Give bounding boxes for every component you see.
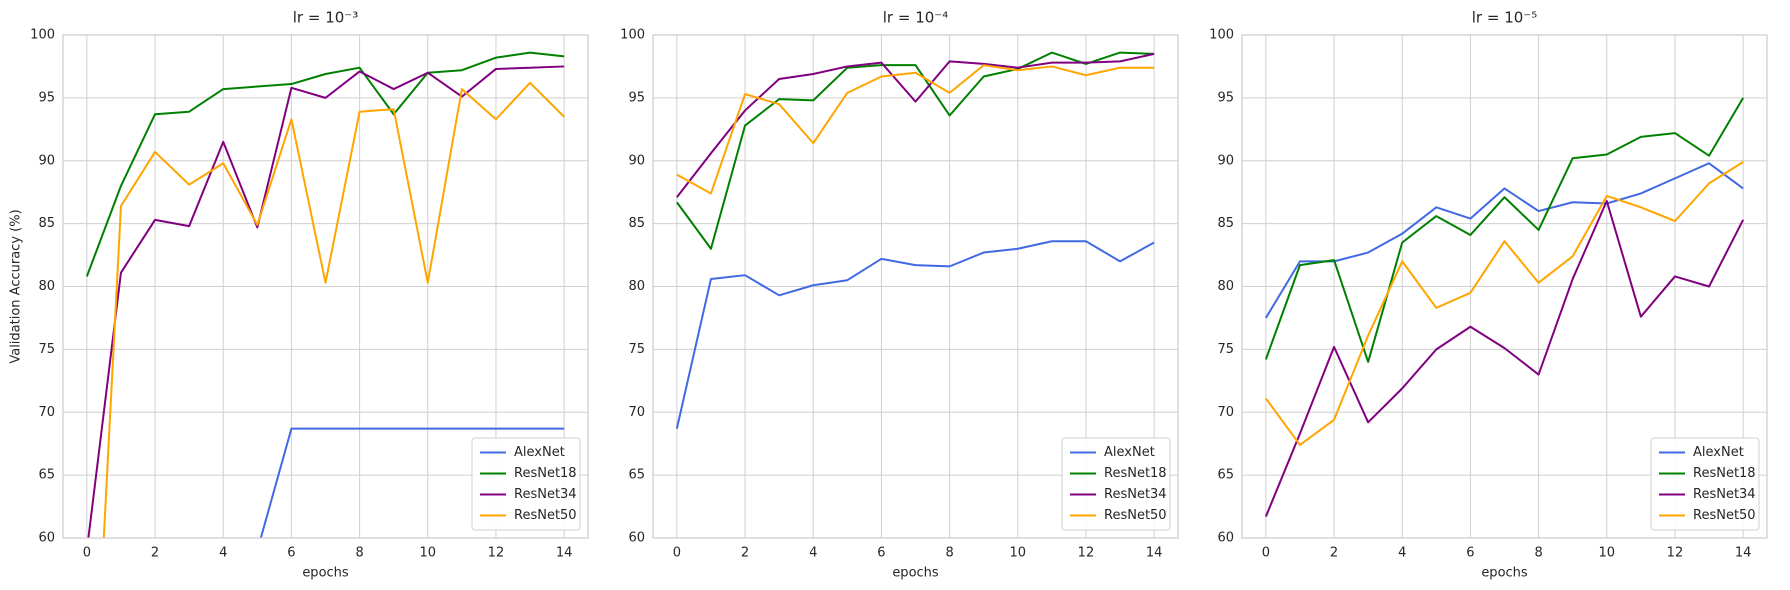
y-tick-label: 90	[628, 153, 645, 168]
y-tick-label: 85	[1217, 216, 1234, 231]
y-tick-label: 65	[1217, 468, 1234, 483]
y-tick-label: 75	[628, 342, 645, 357]
x-tick-label: 8	[355, 546, 363, 561]
y-tick-label: 80	[1217, 279, 1234, 294]
legend-label: ResNet18	[1693, 466, 1756, 481]
axes-frame	[652, 34, 1179, 539]
y-tick-label: 65	[628, 468, 645, 483]
line	[1264, 97, 1745, 363]
x-tick-label: 0	[83, 546, 91, 561]
x-tick-label: 0	[673, 546, 681, 561]
line	[1265, 162, 1744, 319]
x-tick-label: 10	[1009, 546, 1026, 561]
axes-frame	[62, 34, 589, 539]
x-axis-label: epochs	[892, 566, 939, 581]
legend-label: AlexNet	[1693, 445, 1744, 460]
legend-box	[1650, 437, 1760, 531]
legend-label: ResNet50	[514, 508, 577, 523]
legend: AlexNet ResNet18 ResNet34 ResNet50	[471, 437, 581, 531]
legend-label: ResNet50	[1693, 508, 1756, 523]
legend-label: ResNet34	[1104, 487, 1167, 502]
legend-label: ResNet18	[514, 466, 577, 481]
x-axis-label: epochs	[1481, 566, 1528, 581]
line	[87, 65, 565, 538]
axes-frame	[1241, 34, 1768, 539]
line	[675, 240, 1155, 429]
legend-label: ResNet50	[1104, 508, 1167, 523]
line	[676, 51, 1155, 250]
y-tick-label: 95	[38, 90, 55, 105]
plot-area	[675, 51, 1155, 429]
subplot-title: lr = 10⁻³	[293, 9, 358, 27]
y-tick-label: 70	[38, 405, 55, 420]
y-tick-label: 70	[628, 405, 645, 420]
plot-area	[85, 51, 565, 538]
y-tick-label: 60	[628, 531, 645, 546]
y-tick-label: 95	[1217, 90, 1234, 105]
x-tick-label: 8	[945, 546, 953, 561]
x-tick-label: 2	[151, 546, 159, 561]
legend-label: AlexNet	[1104, 445, 1155, 460]
x-tick-label: 2	[741, 546, 749, 561]
y-tick-label: 100	[620, 28, 645, 43]
y-axis-label: Validation Accuracy (%)	[9, 209, 24, 363]
y-tick-label: 90	[38, 153, 55, 168]
x-tick-label: 6	[1466, 546, 1474, 561]
y-tick-label: 85	[38, 216, 55, 231]
y-tick-label: 85	[628, 216, 645, 231]
x-tick-label: 8	[1534, 546, 1542, 561]
legend-label: AlexNet	[514, 445, 565, 460]
legend-label: ResNet18	[1104, 466, 1167, 481]
x-axis-label: epochs	[302, 566, 349, 581]
plot-area	[1264, 97, 1745, 518]
line	[85, 51, 565, 277]
line	[676, 64, 1155, 195]
y-tick-label: 80	[38, 279, 55, 294]
line	[259, 427, 565, 538]
x-tick-label: 2	[1330, 546, 1338, 561]
y-tick-label: 60	[1217, 531, 1234, 546]
x-tick-label: 12	[1078, 546, 1095, 561]
x-tick-label: 4	[809, 546, 817, 561]
y-tick-label: 65	[38, 468, 55, 483]
line	[1264, 199, 1745, 518]
y-tick-label: 60	[38, 531, 55, 546]
line	[102, 81, 565, 538]
y-tick-label: 90	[1217, 153, 1234, 168]
line	[676, 52, 1155, 198]
x-tick-label: 4	[219, 546, 227, 561]
x-tick-label: 14	[1735, 546, 1752, 561]
x-tick-label: 14	[556, 546, 573, 561]
subplot-title: lr = 10⁻⁵	[1472, 9, 1537, 27]
x-tick-label: 12	[1667, 546, 1684, 561]
x-tick-label: 4	[1398, 546, 1406, 561]
legend-box	[1061, 437, 1171, 531]
x-tick-label: 12	[488, 546, 505, 561]
subplot-title: lr = 10⁻⁴	[883, 9, 948, 27]
legend-label: ResNet34	[514, 487, 577, 502]
legend: AlexNet ResNet18 ResNet34 ResNet50	[1061, 437, 1171, 531]
legend-label: ResNet34	[1693, 487, 1756, 502]
x-tick-label: 10	[1598, 546, 1615, 561]
x-tick-label: 10	[419, 546, 436, 561]
x-tick-label: 0	[1262, 546, 1270, 561]
y-tick-label: 100	[1209, 28, 1234, 43]
y-tick-label: 95	[628, 90, 645, 105]
y-tick-label: 80	[628, 279, 645, 294]
x-tick-label: 14	[1146, 546, 1163, 561]
y-tick-label: 75	[38, 342, 55, 357]
legend-box	[471, 437, 581, 531]
x-tick-label: 6	[877, 546, 885, 561]
legend: AlexNet ResNet18 ResNet34 ResNet50	[1650, 437, 1760, 531]
line	[1265, 161, 1744, 446]
y-tick-label: 75	[1217, 342, 1234, 357]
x-tick-label: 6	[287, 546, 295, 561]
y-tick-label: 100	[30, 28, 55, 43]
y-tick-label: 70	[1217, 405, 1234, 420]
